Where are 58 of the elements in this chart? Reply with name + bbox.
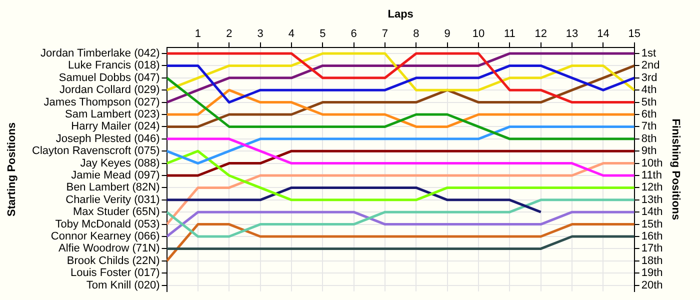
x-tick-label: 3 (257, 28, 264, 40)
category-label: Tom Knill (020) (86, 279, 160, 292)
category-label: Ben Lambert (82N) (66, 182, 160, 194)
category-label: Harry Mailer (024) (71, 120, 160, 133)
x-tick-label: 4 (288, 28, 295, 40)
y2-tick-label: 11th (641, 170, 662, 182)
category-label: Jay Keyes (088) (80, 157, 160, 170)
category-label: Alfie Woodrow (71N) (58, 242, 160, 255)
x-tick-label: 8 (413, 28, 420, 40)
y2-axis-title: Finishing Positions (669, 118, 682, 220)
x-tick-label: 15 (628, 28, 641, 40)
category-label: Toby McDonald (053) (55, 218, 160, 230)
x-tick-label: 1 (194, 28, 202, 40)
y2-tick-label: 12th (641, 182, 663, 194)
y2-tick-label: 4th (641, 84, 657, 96)
x-tick-label: 2 (226, 28, 232, 40)
y2-tick-label: 8th (641, 132, 657, 145)
category-label: Jamie Mead (097) (71, 170, 160, 182)
category-label: Jordan Timberlake (042) (40, 48, 160, 60)
y2-tick-label: 16th (641, 230, 663, 243)
category-label: Luke Francis (018) (68, 60, 160, 72)
x-tick-label: 12 (534, 28, 547, 40)
x-tick-label: 6 (350, 28, 357, 40)
category-label: Sam Lambert (023) (65, 108, 160, 121)
y2-tick-label: 18th (641, 254, 663, 267)
y2-tick-label: 13th (641, 194, 663, 206)
x-tick-label: 7 (382, 28, 388, 40)
category-label: Samuel Dobbs (047) (58, 72, 160, 84)
category-label: Louis Foster (017) (70, 267, 160, 280)
y2-tick-label: 5th (641, 96, 657, 108)
y2-tick-label: 2nd (641, 60, 660, 72)
y2-tick-label: 19th (641, 267, 663, 280)
x-tick-label: 10 (472, 28, 485, 40)
y2-tick-label: 10th (641, 157, 663, 170)
x-axis-title: Laps (388, 8, 414, 21)
x-tick-label: 13 (566, 28, 578, 40)
y2-tick-label: 20th (641, 279, 663, 292)
category-label: Charlie Verity (031) (66, 194, 160, 206)
category-label: James Thompson (027) (44, 96, 160, 108)
y2-tick-label: 1st (641, 48, 656, 60)
y2-tick-label: 3rd (641, 72, 658, 84)
category-label: Brook Childs (22N) (66, 254, 160, 267)
category-label: Max Studer (65N) (72, 206, 160, 218)
x-tick-label: 9 (444, 28, 450, 40)
category-label: Jordan Collard (029) (59, 84, 160, 96)
y2-tick-label: 14th (641, 206, 663, 218)
y2-tick-label: 15th (641, 218, 663, 230)
category-label: Connor Kearney (066) (50, 230, 160, 243)
y2-tick-label: 17th (641, 242, 663, 255)
x-tick-label: 5 (320, 28, 326, 40)
category-label: Joseph Plested (046) (56, 132, 160, 145)
text: Starting Positions (6, 122, 18, 216)
x-tick-label: 11 (504, 28, 516, 40)
y2-tick-label: 6th (641, 108, 657, 121)
y2-tick-label: 7th (641, 120, 657, 133)
x-tick-label: 14 (597, 28, 610, 40)
category-label: Clayton Ravenscroft (075) (32, 145, 160, 158)
y2-tick-label: 9th (641, 145, 657, 158)
